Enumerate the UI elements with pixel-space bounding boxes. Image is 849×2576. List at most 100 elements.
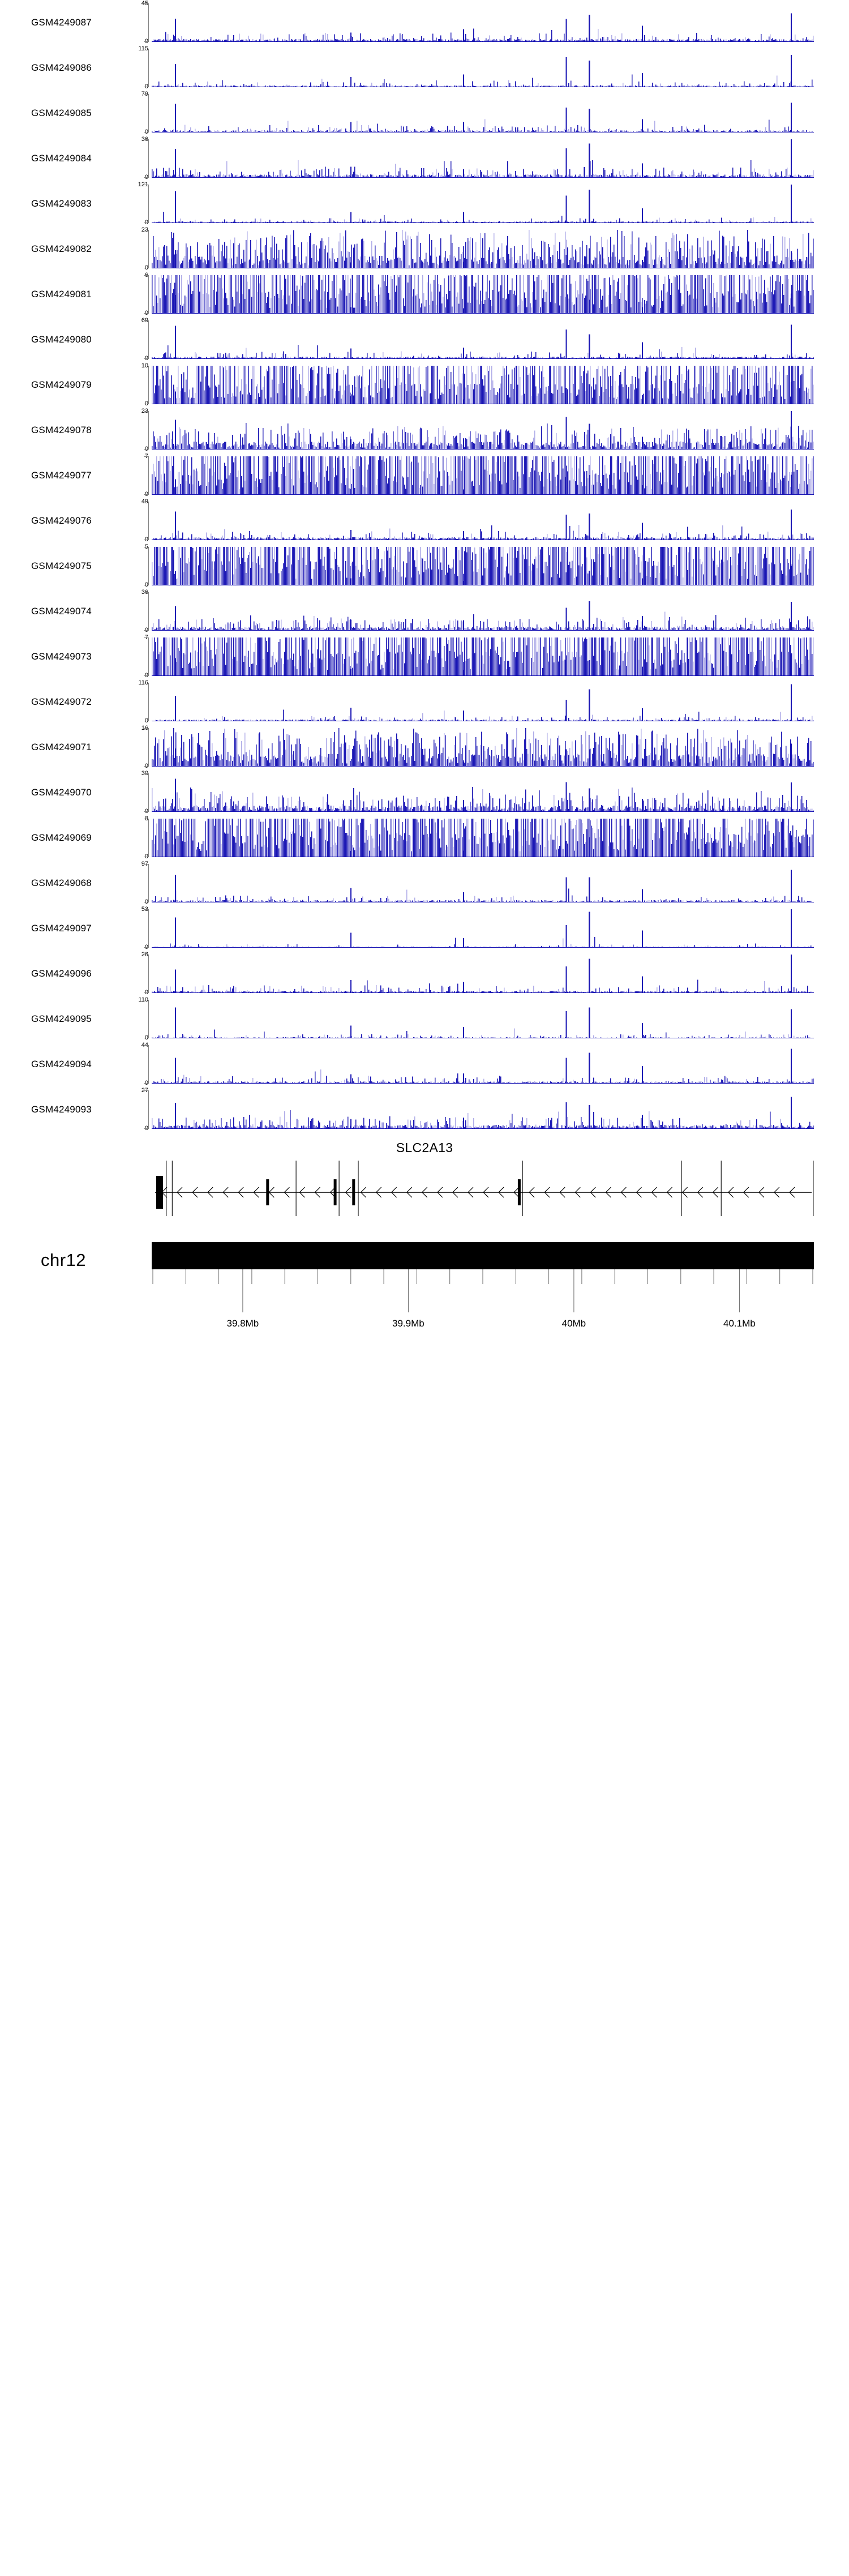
coverage-track[interactable]: GSM4249097 53 0 — [0, 906, 849, 951]
coverage-track[interactable]: GSM4249076 49 0 — [0, 498, 849, 544]
track-sample-label: GSM4249078 — [31, 425, 92, 435]
y-axis-bracket — [144, 366, 149, 404]
gene-name-label: SLC2A13 — [396, 1140, 453, 1155]
ruler-tick-label: 39.9Mb — [392, 1318, 424, 1329]
track-sample-label: GSM4249093 — [31, 1104, 92, 1115]
y-axis-bracket — [144, 3, 149, 42]
coverage-plot[interactable] — [152, 275, 814, 314]
coverage-track[interactable]: GSM4249075 5 0 — [0, 544, 849, 589]
coverage-track[interactable]: GSM4249095 110 0 — [0, 996, 849, 1042]
coverage-track[interactable]: GSM4249074 36 0 — [0, 589, 849, 634]
coverage-plot[interactable] — [152, 3, 814, 42]
chromosome-label: chr12 — [41, 1250, 87, 1270]
y-axis-bracket — [144, 502, 149, 540]
track-sample-label: GSM4249074 — [31, 606, 92, 617]
coverage-track[interactable]: GSM4249081 6 0 — [0, 272, 849, 317]
track-sample-label: GSM4249085 — [31, 108, 92, 118]
coverage-plot[interactable] — [152, 819, 814, 857]
coverage-plot[interactable] — [152, 728, 814, 767]
coverage-tracks-container: GSM4249087 45 0 GSM4249086 115 0 GSM4249085 79 0… — [0, 0, 849, 1132]
coverage-track[interactable]: GSM4249094 44 0 — [0, 1042, 849, 1087]
ideogram-bar[interactable] — [152, 1242, 814, 1269]
y-axis-bracket — [144, 139, 149, 178]
track-sample-label: GSM4249077 — [31, 470, 92, 481]
coverage-track[interactable]: GSM4249069 8 0 — [0, 815, 849, 861]
gene-model-diagram[interactable] — [152, 1157, 814, 1219]
track-sample-label: GSM4249073 — [31, 651, 92, 662]
y-axis-bracket — [144, 909, 149, 948]
y-axis-bracket — [144, 728, 149, 767]
ruler-tick-labels: 39.8Mb 39.9Mb 40Mb 40.1Mb — [152, 1240, 814, 1410]
y-axis-bracket — [144, 411, 149, 450]
ruler-ticks — [152, 1269, 814, 1315]
y-axis-bracket — [144, 49, 149, 87]
coverage-plot[interactable] — [152, 909, 814, 948]
track-sample-label: GSM4249079 — [31, 379, 92, 390]
coverage-track[interactable]: GSM4249083 121 0 — [0, 181, 849, 226]
track-sample-label: GSM4249076 — [31, 515, 92, 526]
coverage-track[interactable]: GSM4249072 116 0 — [0, 679, 849, 725]
coverage-track[interactable]: GSM4249084 36 0 — [0, 136, 849, 181]
coverage-plot[interactable] — [152, 637, 814, 676]
track-sample-label: GSM4249097 — [31, 923, 92, 934]
coverage-plot[interactable] — [152, 864, 814, 902]
y-axis-bracket — [144, 864, 149, 902]
coverage-track[interactable]: GSM4249070 30 0 — [0, 770, 849, 815]
y-axis-bracket — [144, 185, 149, 223]
track-sample-label: GSM4249071 — [31, 742, 92, 752]
coverage-plot[interactable] — [152, 94, 814, 132]
coverage-track[interactable]: GSM4249078 23 0 — [0, 408, 849, 453]
coverage-track[interactable]: GSM4249096 26 0 — [0, 951, 849, 996]
coverage-plot[interactable] — [152, 456, 814, 495]
gene-model-panel: SLC2A13 — [0, 1132, 849, 1240]
coverage-plot[interactable] — [152, 592, 814, 631]
track-sample-label: GSM4249070 — [31, 787, 92, 798]
coverage-track[interactable]: GSM4249085 79 0 — [0, 91, 849, 136]
coverage-plot[interactable] — [152, 230, 814, 268]
coverage-plot[interactable] — [152, 320, 814, 359]
coverage-plot[interactable] — [152, 411, 814, 450]
coverage-track[interactable]: GSM4249073 7 0 — [0, 634, 849, 679]
y-axis-bracket — [144, 819, 149, 857]
coverage-track[interactable]: GSM4249093 27 0 — [0, 1087, 849, 1132]
track-sample-label: GSM4249069 — [31, 832, 92, 843]
coverage-plot[interactable] — [152, 1000, 814, 1038]
coverage-plot[interactable] — [152, 955, 814, 993]
coverage-track[interactable]: GSM4249079 10 0 — [0, 362, 849, 408]
coverage-plot[interactable] — [152, 1045, 814, 1084]
coverage-plot[interactable] — [152, 683, 814, 721]
track-sample-label: GSM4249094 — [31, 1059, 92, 1069]
ruler-tick-label: 40Mb — [561, 1318, 586, 1329]
y-axis-bracket — [144, 637, 149, 676]
coverage-plot[interactable] — [152, 1090, 814, 1129]
track-sample-label: GSM4249086 — [31, 62, 92, 73]
y-axis-bracket — [144, 94, 149, 132]
coverage-track[interactable]: GSM4249087 45 0 — [0, 0, 849, 45]
y-axis-bracket — [144, 955, 149, 993]
coverage-track[interactable]: GSM4249086 115 0 — [0, 45, 849, 91]
coverage-plot[interactable] — [152, 773, 814, 812]
coverage-track[interactable]: GSM4249071 16 0 — [0, 725, 849, 770]
track-sample-label: GSM4249083 — [31, 198, 92, 209]
ruler-tick-label: 39.8Mb — [226, 1318, 259, 1329]
y-axis-bracket — [144, 275, 149, 314]
y-axis-max-label: 116 — [138, 679, 148, 686]
y-axis-bracket — [144, 320, 149, 359]
track-sample-label: GSM4249095 — [31, 1013, 92, 1024]
coverage-track[interactable]: GSM4249068 97 0 — [0, 861, 849, 906]
coverage-plot[interactable] — [152, 139, 814, 178]
track-sample-label: GSM4249087 — [31, 17, 92, 28]
coverage-plot[interactable] — [152, 547, 814, 585]
coverage-plot[interactable] — [152, 502, 814, 540]
y-axis-bracket — [144, 547, 149, 585]
coverage-plot[interactable] — [152, 185, 814, 223]
coverage-plot[interactable] — [152, 49, 814, 87]
track-sample-label: GSM4249081 — [31, 289, 92, 299]
y-axis-bracket — [144, 1045, 149, 1084]
y-axis-max-label: 121 — [138, 181, 148, 188]
coverage-track[interactable]: GSM4249082 23 0 — [0, 226, 849, 272]
coverage-track[interactable]: GSM4249077 7 0 — [0, 453, 849, 498]
coverage-plot[interactable] — [152, 366, 814, 404]
coverage-track[interactable]: GSM4249080 69 0 — [0, 317, 849, 362]
